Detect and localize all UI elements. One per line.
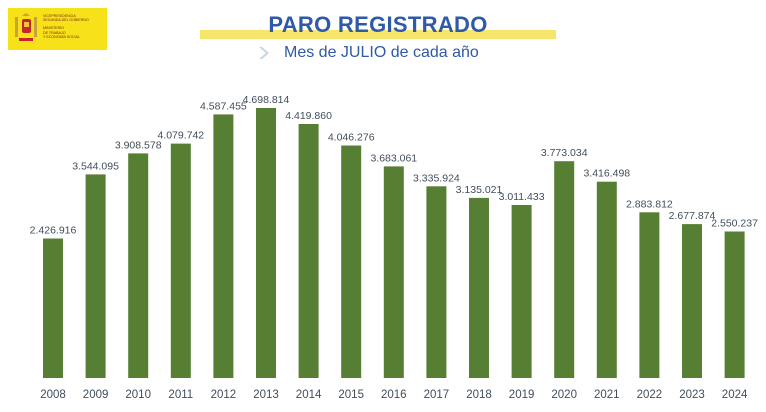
x-tick-label-2017: 2017 xyxy=(424,389,450,401)
logo-text: Vicepresidencia Segunda del Gobierno Min… xyxy=(43,14,89,39)
x-tick-label-2014: 2014 xyxy=(296,389,322,401)
bar-2018 xyxy=(469,197,489,378)
bar-2021 xyxy=(596,181,617,378)
x-tick-label-2012: 2012 xyxy=(211,389,237,401)
data-label-2023: 2.677.874 xyxy=(669,210,716,222)
bar-2010 xyxy=(128,153,149,378)
data-label-2019: 3.011.433 xyxy=(499,191,545,203)
x-tick-label-2023: 2023 xyxy=(679,389,705,401)
title-highlight-band xyxy=(200,30,556,39)
government-logo: Vicepresidencia Segunda del Gobierno Min… xyxy=(8,8,107,50)
data-label-2008: 2.426.916 xyxy=(30,225,77,237)
x-tick-label-2018: 2018 xyxy=(466,389,492,401)
bar-2015 xyxy=(341,145,362,378)
data-label-2024: 2.550.237 xyxy=(711,218,758,230)
data-label-2012: 4.587.455 xyxy=(200,100,247,112)
coat-of-arms-icon xyxy=(15,13,37,41)
bar-2024 xyxy=(724,231,745,378)
x-tick-label-2010: 2010 xyxy=(125,389,151,401)
data-label-2022: 2.883.812 xyxy=(626,198,673,210)
data-label-2016: 3.683.061 xyxy=(370,152,417,164)
bar-2017 xyxy=(426,186,447,378)
bar-2013 xyxy=(256,108,276,378)
data-label-2018: 3.135.021 xyxy=(456,184,503,196)
bar-2016 xyxy=(383,166,404,378)
data-label-2015: 4.046.276 xyxy=(328,132,375,144)
x-tick-label-2020: 2020 xyxy=(551,389,577,401)
data-label-2010: 3.908.578 xyxy=(115,139,162,151)
bar-2011 xyxy=(170,143,191,378)
x-tick-label-2011: 2011 xyxy=(168,389,193,401)
bar-2022 xyxy=(639,212,660,378)
page-subtitle: Mes de JULIO de cada año xyxy=(284,44,479,61)
x-tick-label-2022: 2022 xyxy=(637,389,663,401)
bar-2012 xyxy=(213,114,234,379)
data-label-2017: 3.335.924 xyxy=(413,172,460,184)
data-label-2013: 4.698.814 xyxy=(243,94,290,106)
bar-2009 xyxy=(85,174,106,378)
x-tick-label-2016: 2016 xyxy=(381,389,407,401)
x-tick-label-2013: 2013 xyxy=(253,389,279,401)
bar-2020 xyxy=(554,161,575,378)
data-label-2014: 4.419.860 xyxy=(285,110,332,122)
data-label-2020: 3.773.034 xyxy=(541,147,588,159)
data-label-2009: 3.544.095 xyxy=(72,160,119,172)
bar-2023 xyxy=(682,224,702,378)
x-tick-label-2008: 2008 xyxy=(40,389,66,401)
data-label-2011: 4.079.742 xyxy=(157,130,204,142)
x-tick-label-2015: 2015 xyxy=(338,389,364,401)
data-label-2021: 3.416.498 xyxy=(583,168,630,180)
bar-2019 xyxy=(511,205,532,378)
x-tick-label-2024: 2024 xyxy=(722,389,748,401)
page-title: PARO REGISTRADO xyxy=(268,12,488,37)
bar-2014 xyxy=(298,124,319,378)
chevron-right-icon xyxy=(259,47,269,59)
x-tick-label-2009: 2009 xyxy=(83,389,109,401)
bar-2008 xyxy=(43,238,63,378)
x-tick-label-2021: 2021 xyxy=(594,389,620,401)
x-tick-label-2019: 2019 xyxy=(509,389,535,401)
subtitle-row: Mes de JULIO de cada año xyxy=(256,43,479,63)
